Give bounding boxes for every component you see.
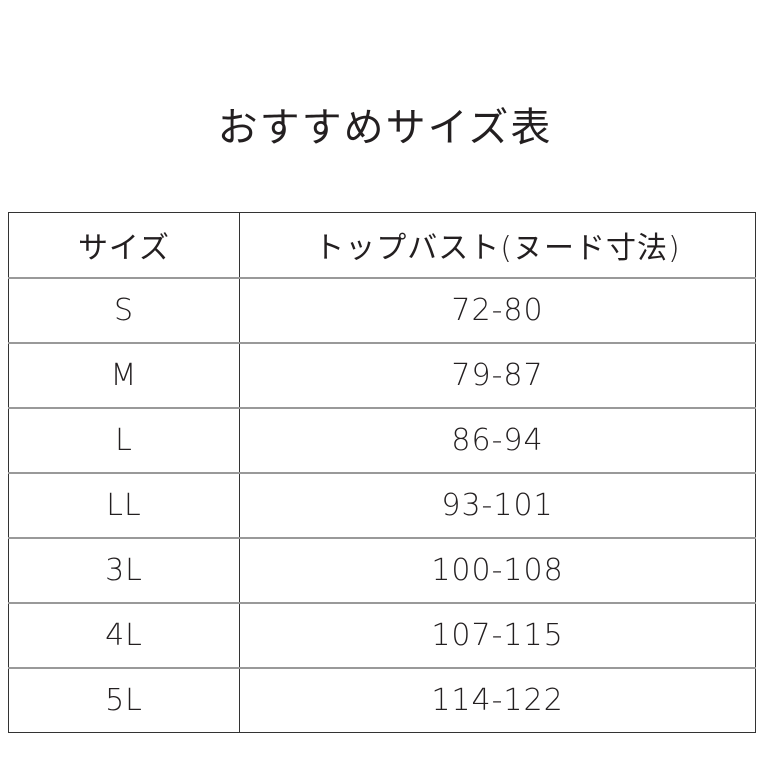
top-bust-cell: 114-122 — [239, 667, 756, 733]
size-cell: L — [8, 407, 240, 473]
top-bust-cell: 107-115 — [239, 602, 756, 668]
table-row: LL 93-101 — [8, 472, 756, 538]
table-row: L 86-94 — [8, 407, 756, 473]
table-row: 5L 114-122 — [8, 667, 756, 733]
header-size: サイズ — [8, 212, 240, 278]
page-title: おすすめサイズ表 — [217, 105, 553, 151]
size-table: サイズ トップバスト(ヌード寸法) S 72-80 M 79-87 L 86-94 LL 93… — [8, 212, 756, 733]
table-row: M 79-87 — [8, 342, 756, 408]
table-header-row: サイズ トップバスト(ヌード寸法) — [8, 212, 756, 278]
table-row: 4L 107-115 — [8, 602, 756, 668]
table-row: 3L 100-108 — [8, 537, 756, 603]
header-top-bust: トップバスト(ヌード寸法) — [314, 231, 681, 266]
size-cell: S — [8, 277, 240, 343]
top-bust-cell: 79-87 — [239, 342, 756, 408]
top-bust-cell: 72-80 — [239, 277, 756, 343]
size-cell: 4L — [8, 602, 240, 668]
size-cell: 3L — [8, 537, 240, 603]
top-bust-cell: 93-101 — [239, 472, 756, 538]
top-bust-cell: 86-94 — [239, 407, 756, 473]
size-cell: M — [8, 342, 240, 408]
top-bust-cell: 100-108 — [239, 537, 756, 603]
size-cell: 5L — [8, 667, 240, 733]
size-cell: LL — [8, 472, 240, 538]
table-row: S 72-80 — [8, 277, 756, 343]
